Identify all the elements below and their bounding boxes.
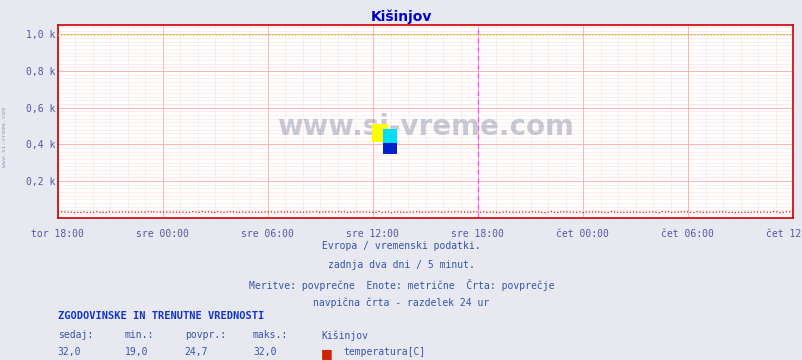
Text: zadnja dva dni / 5 minut.: zadnja dva dni / 5 minut. [328, 260, 474, 270]
Text: navpična črta - razdelek 24 ur: navpična črta - razdelek 24 ur [313, 297, 489, 308]
Text: Kišinjov: Kišinjov [321, 330, 368, 341]
Text: sre 00:00: sre 00:00 [136, 229, 189, 239]
Text: min.:: min.: [124, 330, 154, 340]
Text: 19,0: 19,0 [124, 347, 148, 357]
Text: Meritve: povprečne  Enote: metrične  Črta: povprečje: Meritve: povprečne Enote: metrične Črta:… [249, 279, 553, 291]
Text: sre 06:00: sre 06:00 [241, 229, 294, 239]
Text: ZGODOVINSKE IN TRENUTNE VREDNOSTI: ZGODOVINSKE IN TRENUTNE VREDNOSTI [58, 311, 264, 321]
Text: temperatura[C]: temperatura[C] [343, 347, 425, 357]
Bar [383, 143, 396, 154]
Text: povpr.:: povpr.: [184, 330, 225, 340]
Text: Kišinjov: Kišinjov [371, 9, 431, 23]
Text: sre 12:00: sre 12:00 [346, 229, 399, 239]
Text: Evropa / vremenski podatki.: Evropa / vremenski podatki. [322, 241, 480, 251]
Text: tor 18:00: tor 18:00 [31, 229, 84, 239]
Text: ■: ■ [321, 347, 333, 360]
Text: sre 18:00: sre 18:00 [451, 229, 504, 239]
Text: maks.:: maks.: [253, 330, 288, 340]
Text: čet 12:00: čet 12:00 [765, 229, 802, 239]
Text: sedaj:: sedaj: [58, 330, 93, 340]
Text: 24,7: 24,7 [184, 347, 208, 357]
Text: 32,0: 32,0 [253, 347, 276, 357]
Text: www.si-vreme.com: www.si-vreme.com [277, 113, 573, 141]
Text: čet 00:00: čet 00:00 [556, 229, 609, 239]
Bar [383, 129, 396, 144]
Text: www.si-vreme.com: www.si-vreme.com [2, 107, 7, 167]
Text: 32,0: 32,0 [58, 347, 81, 357]
Text: čet 06:00: čet 06:00 [660, 229, 713, 239]
Bar [371, 124, 387, 142]
